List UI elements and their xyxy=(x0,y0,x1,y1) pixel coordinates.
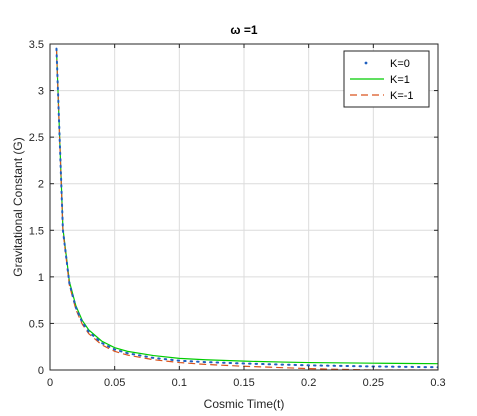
y-tick-label: 0 xyxy=(38,365,44,377)
y-tick-label: 3 xyxy=(38,86,44,98)
y-tick-label: 1.5 xyxy=(29,225,44,237)
series-line-k-1 xyxy=(55,48,438,365)
y-tick-label: 2.5 xyxy=(29,132,44,144)
series-layer xyxy=(55,47,438,370)
x-tick-label: 0.05 xyxy=(104,377,125,389)
x-tick-label: 0 xyxy=(47,377,53,389)
legend-label: K=-1 xyxy=(390,90,414,102)
x-tick-label: 0.1 xyxy=(172,377,187,389)
series-line-k-0 xyxy=(55,47,438,369)
legend: K=0 K=1 K=-1 xyxy=(343,50,430,108)
legend-label: K=0 xyxy=(390,58,410,70)
x-tick-label: 0.15 xyxy=(233,377,254,389)
chart-title: ω =1 xyxy=(230,23,257,37)
x-tick-label: 0.25 xyxy=(363,377,384,389)
axis-ticks: 0 0.05 0.1 0.15 0.2 0.25 0.3 0 0.5 1 1.5 2 2.5 3 3.5 xyxy=(29,39,446,389)
x-tick-label: 0.3 xyxy=(430,377,445,389)
y-tick-label: 0.5 xyxy=(29,318,44,330)
y-axis-label: Gravitational Constant (G) xyxy=(11,137,25,276)
y-tick-label: 3.5 xyxy=(29,39,44,51)
series-line-k-1 xyxy=(55,48,438,370)
y-tick-label: 2 xyxy=(38,179,44,191)
y-tick-label: 1 xyxy=(38,272,44,284)
legend-swatch xyxy=(364,61,368,65)
legend-label: K=1 xyxy=(390,74,410,86)
x-axis-label: Cosmic Time(t) xyxy=(204,397,285,411)
x-tick-label: 0.2 xyxy=(301,377,316,389)
